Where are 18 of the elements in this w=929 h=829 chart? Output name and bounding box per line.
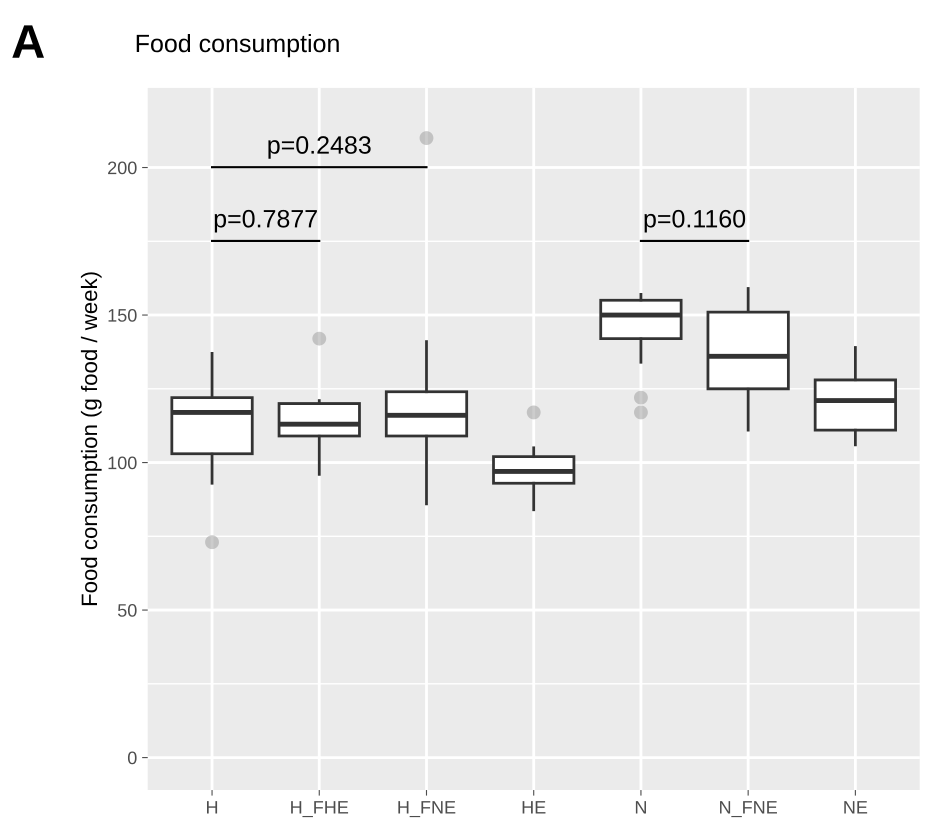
annotation: p=0.7877: [214, 210, 317, 233]
x-tick-label: NE: [844, 801, 868, 814]
x-tick-label: HE: [522, 801, 546, 814]
annotation: p=0.1160: [644, 210, 746, 233]
annotation: p=0.2483: [268, 136, 371, 159]
chart-title: Food consumption: [136, 34, 339, 58]
x-tick-label: N_FNE: [720, 801, 777, 818]
text: A: [12, 25, 44, 58]
x-tick-label: N: [636, 801, 646, 814]
y-tick-label: 0: [128, 752, 137, 764]
y-axis-title: Food consumption (g food / week): [80, 272, 102, 606]
y-tick-label: 200: [108, 161, 137, 174]
x-tick-label: H_FNE: [398, 801, 456, 818]
x-tick-label: H: [207, 801, 218, 814]
y-tick-label: 150: [108, 308, 137, 322]
y-tick-label: 50: [118, 604, 137, 617]
y-tick-label: 100: [108, 456, 137, 470]
x-tick-label: H_FHE: [291, 801, 348, 818]
